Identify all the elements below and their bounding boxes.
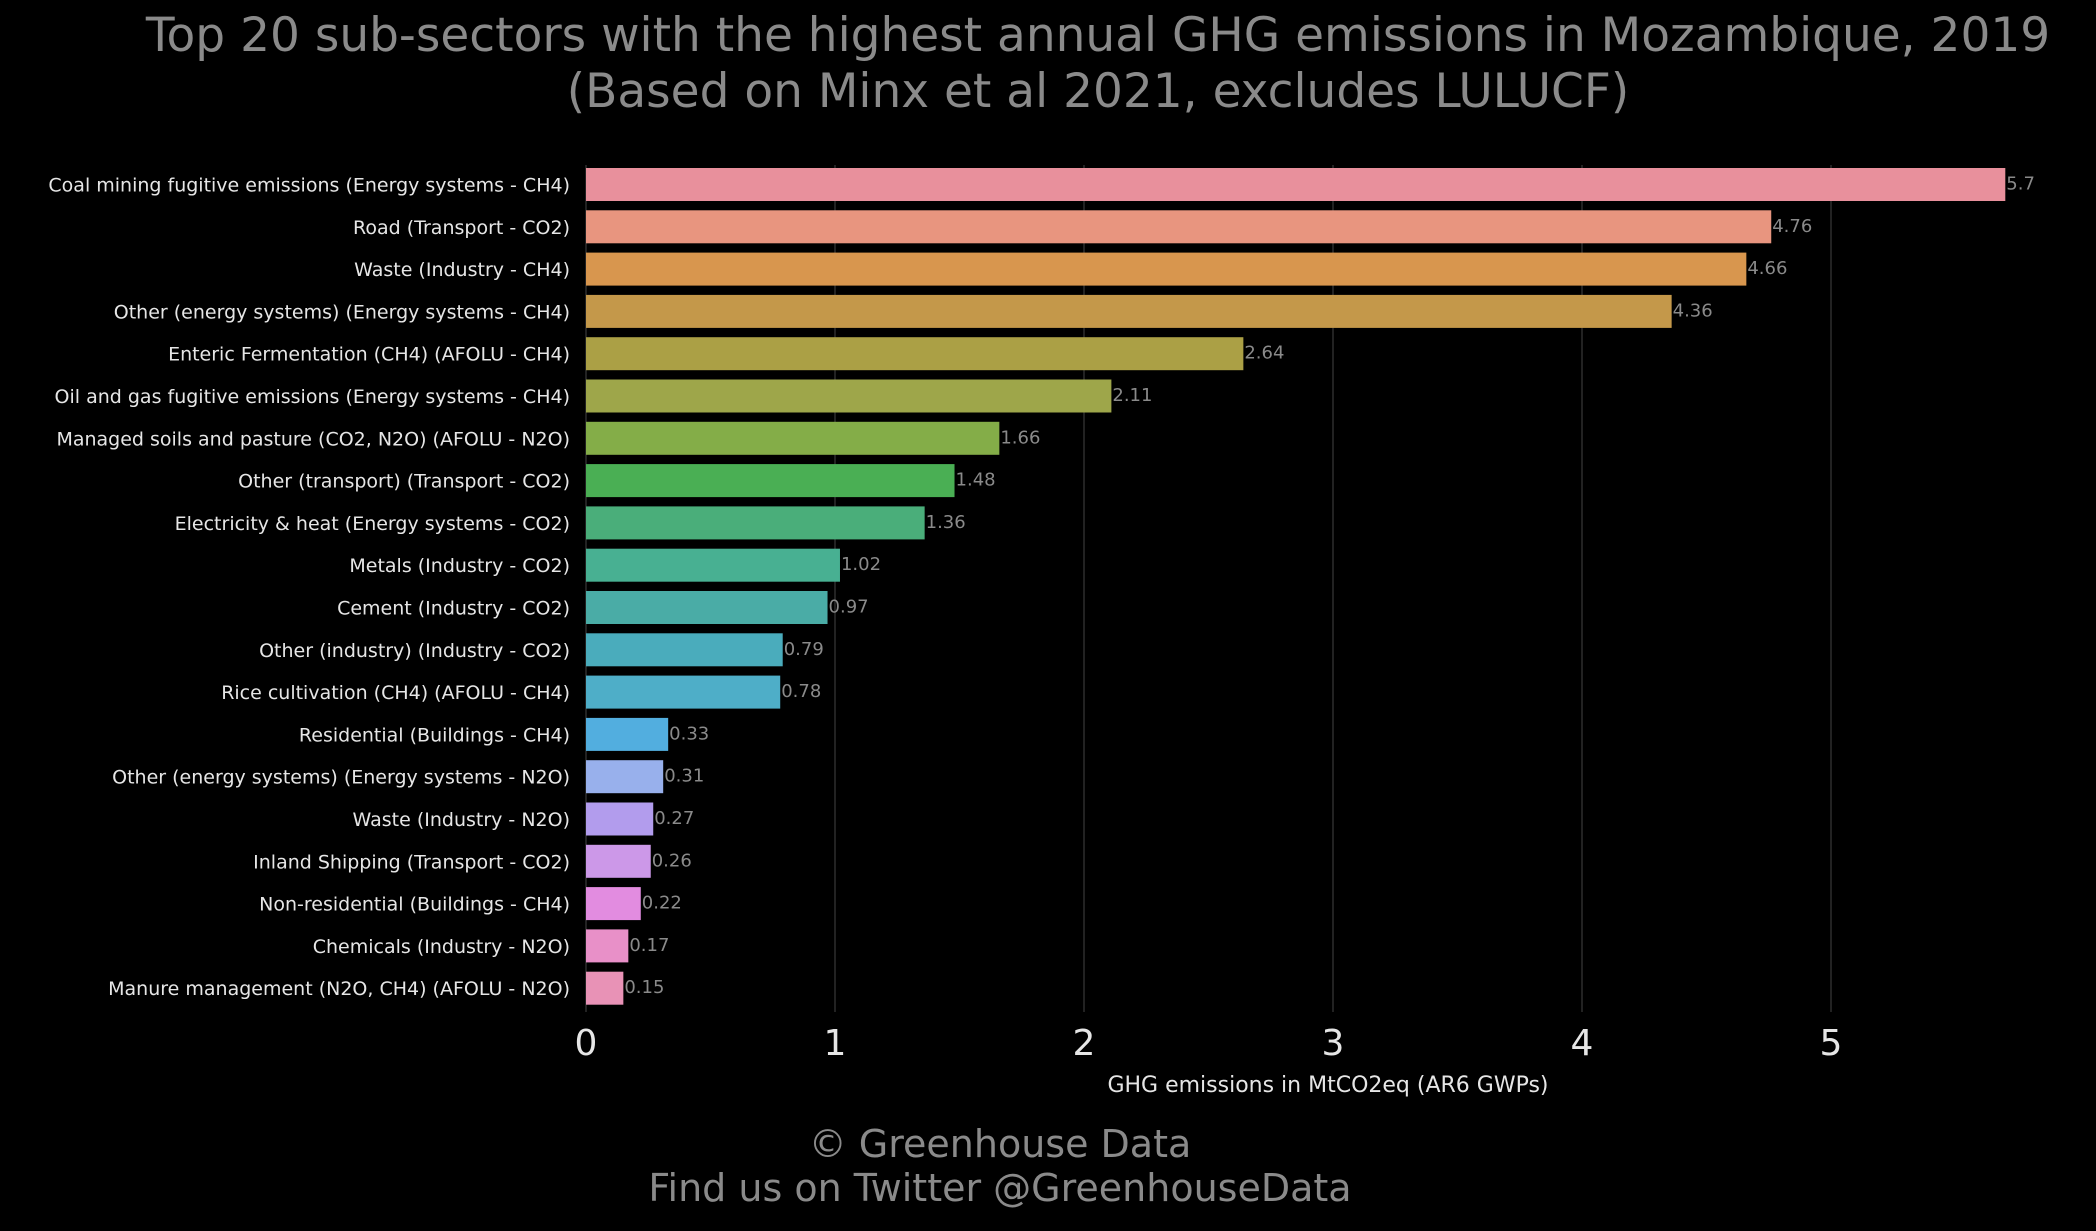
value-label: 0.31 xyxy=(664,766,704,787)
value-label: 4.66 xyxy=(1747,258,1787,279)
twitter-text: Find us on Twitter @GreenhouseData xyxy=(648,1166,1352,1210)
bar xyxy=(586,591,828,624)
bar xyxy=(586,633,783,667)
category-label: Electricity & heat (Energy systems - CO2… xyxy=(175,513,570,535)
bar xyxy=(586,802,654,836)
chart-title-block: Top 20 sub-sectors with the highest annu… xyxy=(100,8,2096,120)
bar xyxy=(586,337,1244,371)
x-tick-label: 0 xyxy=(575,1023,598,1064)
value-label: 0.22 xyxy=(642,893,682,914)
bar xyxy=(586,294,1672,328)
category-label: Waste (Industry - CH4) xyxy=(354,259,570,281)
bars xyxy=(586,168,2006,1005)
category-label: Enteric Fermentation (CH4) (AFOLU - CH4) xyxy=(168,344,570,366)
x-tick-label: 4 xyxy=(1571,1023,1594,1064)
category-label: Other (industry) (Industry - CO2) xyxy=(259,640,570,662)
category-label: Inland Shipping (Transport - CO2) xyxy=(253,851,570,873)
bar xyxy=(586,421,1000,455)
value-label: 0.97 xyxy=(829,597,869,618)
chart-subtitle: (Based on Minx et al 2021, excludes LULU… xyxy=(566,64,1630,119)
bar xyxy=(586,506,925,540)
category-label: Oil and gas fugitive emissions (Energy s… xyxy=(55,386,570,408)
bar xyxy=(586,210,1772,244)
bar xyxy=(586,887,641,921)
x-axis-ticks: 0 1 2 3 4 5 xyxy=(575,1023,1843,1064)
value-labels: 5.7 4.76 4.66 4.36 2.64 2.11 1.66 1.48 1.36 1.02 0… xyxy=(624,174,2035,999)
x-tick-label: 1 xyxy=(824,1023,847,1064)
value-label: 0.15 xyxy=(624,977,664,998)
value-label: 0.27 xyxy=(654,808,694,829)
category-label: Non-residential (Buildings - CH4) xyxy=(259,894,570,916)
value-label: 0.79 xyxy=(784,639,824,660)
bar xyxy=(586,379,1112,413)
bar xyxy=(586,548,840,582)
category-label: Metals (Industry - CO2) xyxy=(349,555,570,577)
bar xyxy=(586,760,664,794)
value-label: 0.17 xyxy=(629,935,669,956)
x-tick-label: 5 xyxy=(1820,1023,1843,1064)
value-label: 0.33 xyxy=(669,723,709,744)
bar xyxy=(586,971,624,1005)
x-tick-label: 3 xyxy=(1322,1023,1345,1064)
x-tick-label: 2 xyxy=(1073,1023,1096,1064)
value-label: 1.66 xyxy=(1000,427,1040,448)
category-label: Rice cultivation (CH4) (AFOLU - CH4) xyxy=(221,682,570,704)
bar xyxy=(586,929,629,963)
category-label: Cement (Industry - CO2) xyxy=(337,598,570,620)
category-labels: Coal mining fugitive emissions (Energy s… xyxy=(48,175,570,1001)
category-label: Waste (Industry - N2O) xyxy=(353,809,570,831)
category-label: Other (energy systems) (Energy systems -… xyxy=(112,767,570,789)
category-label: Coal mining fugitive emissions (Energy s… xyxy=(48,175,570,197)
bar xyxy=(586,844,651,878)
value-label: 4.76 xyxy=(1772,216,1812,237)
category-label: Manure management (N2O, CH4) (AFOLU - N2… xyxy=(108,978,570,1000)
category-label: Road (Transport - CO2) xyxy=(353,217,570,239)
value-label: 2.64 xyxy=(1244,343,1284,364)
value-label: 0.26 xyxy=(652,850,692,871)
copyright-text: © Greenhouse Data xyxy=(808,1122,1192,1166)
bar xyxy=(586,464,955,498)
value-label: 1.02 xyxy=(841,554,881,575)
category-label: Chemicals (Industry - N2O) xyxy=(313,936,570,958)
category-label: Managed soils and pasture (CO2, N2O) (AF… xyxy=(56,428,570,450)
footer: © Greenhouse Data Find us on Twitter @Gr… xyxy=(0,1122,2000,1210)
bar xyxy=(586,252,1747,286)
category-label: Residential (Buildings - CH4) xyxy=(299,724,570,746)
value-label: 1.36 xyxy=(926,512,966,533)
grid-lines xyxy=(585,165,1832,1012)
value-label: 4.36 xyxy=(1673,300,1713,321)
chart-title: Top 20 sub-sectors with the highest annu… xyxy=(145,8,2051,63)
category-label: Other (energy systems) (Energy systems -… xyxy=(114,301,570,323)
bar xyxy=(586,168,2006,201)
bar xyxy=(586,717,669,751)
category-label: Other (transport) (Transport - CO2) xyxy=(238,471,570,493)
value-label: 0.78 xyxy=(781,681,821,702)
value-label: 5.7 xyxy=(2006,174,2035,195)
x-axis-label: GHG emissions in MtCO2eq (AR6 GWPs) xyxy=(1107,1073,1548,1098)
value-label: 2.11 xyxy=(1112,385,1152,406)
bar xyxy=(586,675,781,709)
value-label: 1.48 xyxy=(956,470,996,491)
